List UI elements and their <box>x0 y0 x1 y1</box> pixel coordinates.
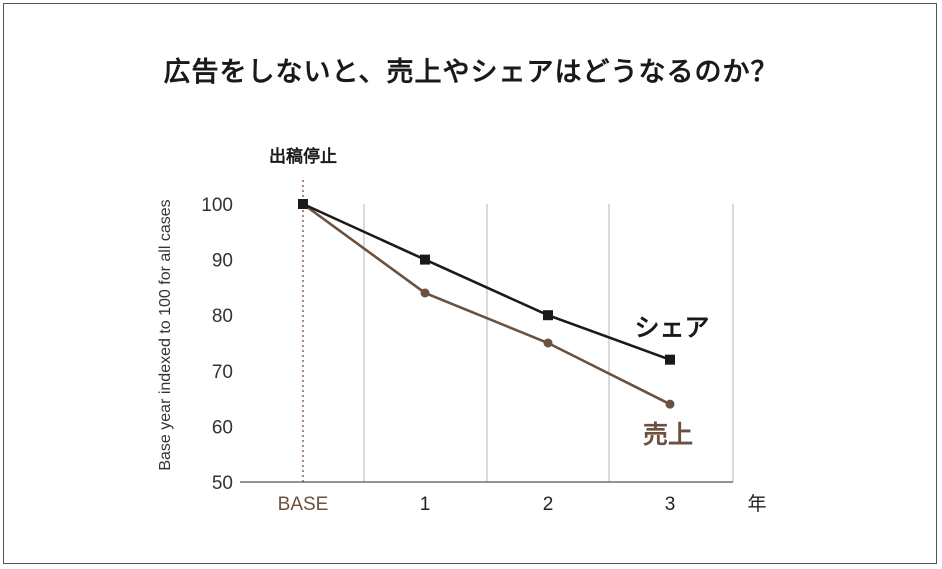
x-tick-label: 3 <box>665 494 676 515</box>
series-line-share <box>302 202 671 361</box>
y-tick-label: 60 <box>212 417 233 438</box>
y-tick-label: 90 <box>212 251 233 272</box>
data-point-share <box>665 354 675 365</box>
annotation-ad-stop: 出稿停止 <box>269 146 337 167</box>
data-point-share <box>298 199 308 209</box>
y-tick-label: 50 <box>212 473 233 494</box>
chart-frame <box>3 3 937 564</box>
x-axis-label: 年 <box>747 493 766 515</box>
series-line-sales <box>302 202 671 406</box>
x-tick-label: 1 <box>420 494 431 515</box>
data-point-share <box>543 310 553 321</box>
y-tick-label: 70 <box>212 362 233 383</box>
data-point-sales <box>420 288 430 298</box>
data-point-share <box>420 254 430 265</box>
x-tick-label: 2 <box>543 494 554 515</box>
chart-title: 広告をしないと、売上やシェアはどうなるのか？ <box>163 57 779 88</box>
x-tick-label: BASE <box>278 494 329 515</box>
y-tick-label: 100 <box>201 195 233 216</box>
y-tick-label: 80 <box>212 306 233 327</box>
data-point-sales <box>665 399 675 409</box>
data-point-sales <box>543 338 553 348</box>
y-axis-label: Base year indexed to 100 for all cases <box>157 199 174 470</box>
series-label-sales: 売上 <box>643 420 693 449</box>
series-label-share: シェア <box>634 313 709 342</box>
